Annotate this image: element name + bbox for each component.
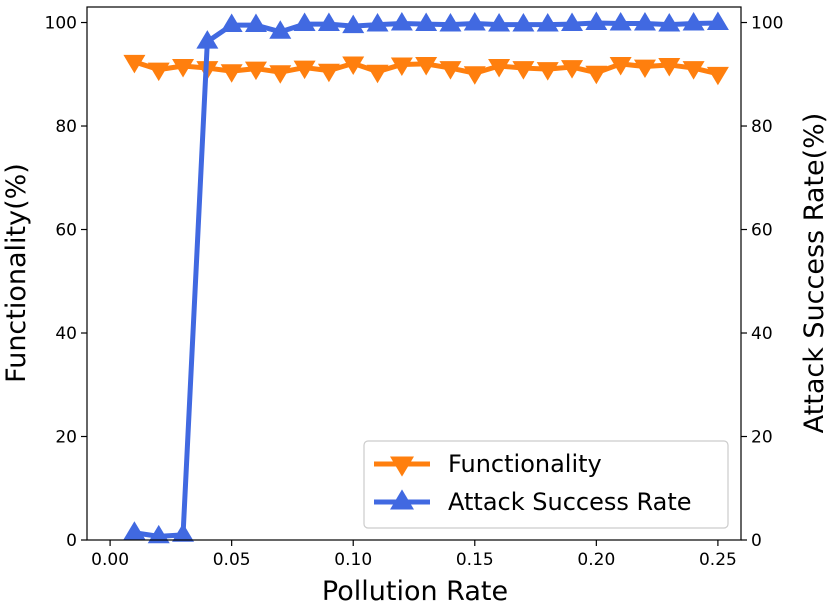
data-point-attack-success-rate [415, 12, 438, 32]
right-y-tick-label: 60 [751, 221, 773, 241]
data-point-attack-success-rate [463, 12, 486, 31]
data-point-attack-success-rate [293, 12, 316, 32]
data-point-attack-success-rate [488, 13, 511, 32]
x-tick-label: 0.25 [699, 550, 737, 570]
left-y-tick-label: 60 [55, 221, 77, 241]
x-axis-ticks: 0.00 0.05 0.10 0.15 0.20 0.25 [91, 540, 737, 570]
data-point-functionality [439, 61, 462, 80]
plot-frame [86, 6, 742, 541]
legend-box [363, 440, 729, 529]
legend-label-functionality: Functionality [448, 450, 602, 478]
data-point-attack-success-rate [682, 12, 705, 31]
data-point-attack-success-rate [220, 13, 243, 33]
data-point-functionality [244, 61, 267, 81]
data-point-attack-success-rate [269, 20, 292, 39]
data-point-functionality [172, 59, 195, 78]
data-point-functionality [585, 65, 608, 85]
data-point-functionality [415, 56, 438, 76]
x-axis-title: Pollution Rate [322, 576, 508, 606]
legend: Functionality Attack Success Rate [363, 440, 729, 529]
left-y-tick-label: 0 [66, 531, 77, 551]
data-point-attack-success-rate [658, 13, 681, 32]
data-point-attack-success-rate [561, 12, 584, 32]
data-point-functionality [463, 66, 486, 85]
data-point-functionality [147, 62, 170, 82]
legend-marker-attack-success-rate [390, 489, 414, 510]
series-layer [123, 11, 729, 544]
data-point-functionality [609, 56, 632, 76]
data-point-functionality [269, 65, 292, 84]
data-point-attack-success-rate [196, 30, 219, 49]
data-point-attack-success-rate [512, 13, 535, 32]
x-tick-label: 0.15 [456, 550, 494, 570]
left-y-axis-title: Functionality(%) [1, 163, 32, 383]
data-point-attack-success-rate [439, 13, 462, 32]
data-point-functionality [512, 61, 535, 80]
data-point-attack-success-rate [172, 523, 195, 542]
data-point-attack-success-rate [706, 11, 729, 30]
x-tick-label: 0.20 [577, 550, 615, 570]
data-point-attack-success-rate [366, 13, 389, 32]
left-y-tick-label: 80 [55, 117, 77, 137]
data-point-functionality [658, 58, 681, 77]
data-point-attack-success-rate [585, 11, 608, 30]
data-point-functionality [220, 64, 243, 83]
data-point-functionality [706, 66, 729, 86]
data-point-functionality [633, 59, 656, 79]
x-tick-label: 0.10 [334, 550, 372, 570]
data-point-functionality [342, 56, 365, 75]
x-tick-label: 0.00 [91, 550, 129, 570]
data-point-functionality [488, 59, 511, 78]
right-y-tick-label: 0 [751, 531, 762, 551]
data-point-attack-success-rate [609, 12, 632, 31]
legend-label-attack-success-rate: Attack Success Rate [448, 488, 692, 516]
legend-entries [374, 456, 430, 510]
data-point-functionality [682, 61, 705, 80]
data-point-attack-success-rate [244, 13, 267, 33]
x-tick-label: 0.05 [213, 550, 251, 570]
left-y-tick-label: 20 [55, 428, 77, 448]
data-point-functionality [123, 54, 146, 74]
left-y-tick-label: 100 [45, 14, 77, 34]
data-point-attack-success-rate [633, 12, 656, 31]
right-y-tick-label: 20 [751, 428, 773, 448]
legend-marker-functionality [390, 456, 414, 477]
data-point-attack-success-rate [390, 12, 413, 31]
data-point-attack-success-rate [536, 13, 559, 32]
data-point-functionality [317, 63, 340, 83]
data-point-functionality [561, 60, 584, 79]
data-point-functionality [293, 60, 316, 80]
right-y-tick-label: 80 [751, 117, 773, 137]
data-point-functionality [536, 62, 559, 81]
left-y-axis-ticks: 0 20 40 60 80 100 [45, 14, 87, 551]
data-point-functionality [390, 57, 413, 76]
right-y-axis-title: Attack Success Rate(%) [799, 113, 830, 434]
right-y-axis-ticks: 0 20 40 60 80 100 [741, 14, 783, 551]
data-point-attack-success-rate [147, 524, 170, 544]
data-point-attack-success-rate [342, 14, 365, 34]
right-y-tick-label: 40 [751, 324, 773, 344]
data-point-attack-success-rate [123, 521, 146, 540]
right-y-tick-label: 100 [751, 14, 783, 34]
data-point-functionality [366, 64, 389, 84]
left-y-tick-label: 40 [55, 324, 77, 344]
data-point-attack-success-rate [317, 12, 340, 32]
